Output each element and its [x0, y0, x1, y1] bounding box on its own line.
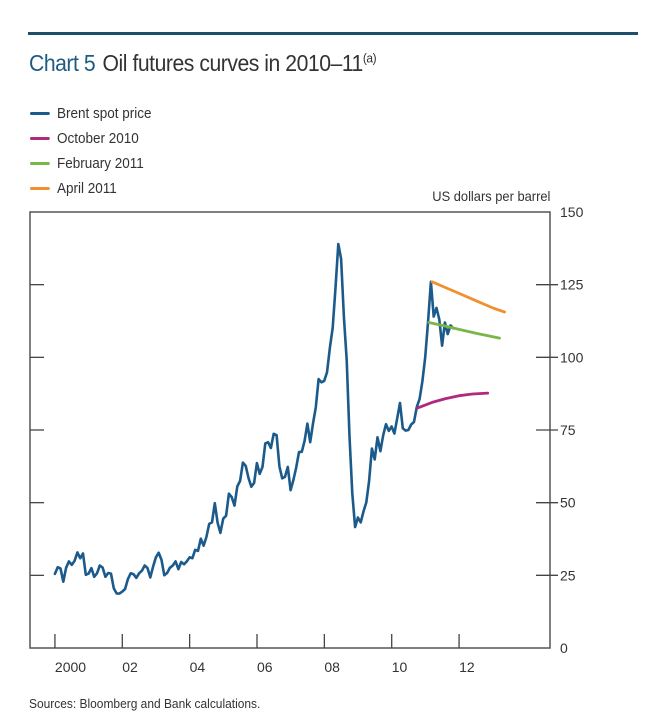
x-tick-label: 10	[392, 659, 408, 675]
chart-number: Chart 5	[29, 50, 96, 76]
series-line-february-2011	[427, 321, 501, 340]
x-tick-label: 12	[459, 659, 475, 675]
title-footnote: (a)	[362, 50, 377, 66]
y-tick-label: 75	[560, 422, 576, 438]
y-tick-label: 100	[560, 349, 584, 365]
plot-frame	[29, 211, 551, 649]
legend-item-april-2011: April 2011	[30, 176, 152, 201]
legend-item-october-2010: October 2010	[30, 126, 152, 151]
series-line-april-2011	[430, 280, 506, 314]
legend-item-february-2011: February 2011	[30, 151, 152, 176]
x-tick-label: 2000	[55, 659, 86, 675]
legend-swatch	[30, 162, 50, 165]
legend-label: Brent spot price	[57, 105, 152, 122]
source-note: Sources: Bloomberg and Bank calculations…	[29, 696, 261, 711]
y-tick-label: 150	[560, 204, 584, 220]
y-axis-label: US dollars per barrel	[431, 188, 550, 204]
x-tick-label: 06	[257, 659, 273, 675]
legend-swatch	[30, 137, 50, 140]
top-rule	[28, 32, 638, 35]
x-tick-label: 04	[190, 659, 206, 675]
chart-title: Chart 5 Oil futures curves in 2010–11(a)	[29, 50, 377, 77]
legend-label: October 2010	[57, 130, 139, 147]
legend-label: April 2011	[57, 180, 117, 197]
x-tick-label: 08	[324, 659, 340, 675]
x-tick-label: 02	[122, 659, 138, 675]
legend-item-brent: Brent spot price	[30, 101, 152, 126]
series-line-brent-spot-price	[53, 242, 455, 595]
legend-swatch	[30, 187, 50, 190]
y-tick-label: 125	[560, 277, 584, 293]
chart-title-text: Oil futures curves in 2010–11	[102, 50, 364, 76]
y-tick-label: 0	[560, 640, 568, 656]
series-line-october-2010	[416, 391, 490, 410]
y-tick-label: 50	[560, 495, 576, 511]
legend-label: February 2011	[57, 155, 144, 172]
y-tick-label: 25	[560, 567, 576, 583]
legend: Brent spot price October 2010 February 2…	[30, 101, 165, 201]
legend-swatch	[30, 112, 50, 115]
